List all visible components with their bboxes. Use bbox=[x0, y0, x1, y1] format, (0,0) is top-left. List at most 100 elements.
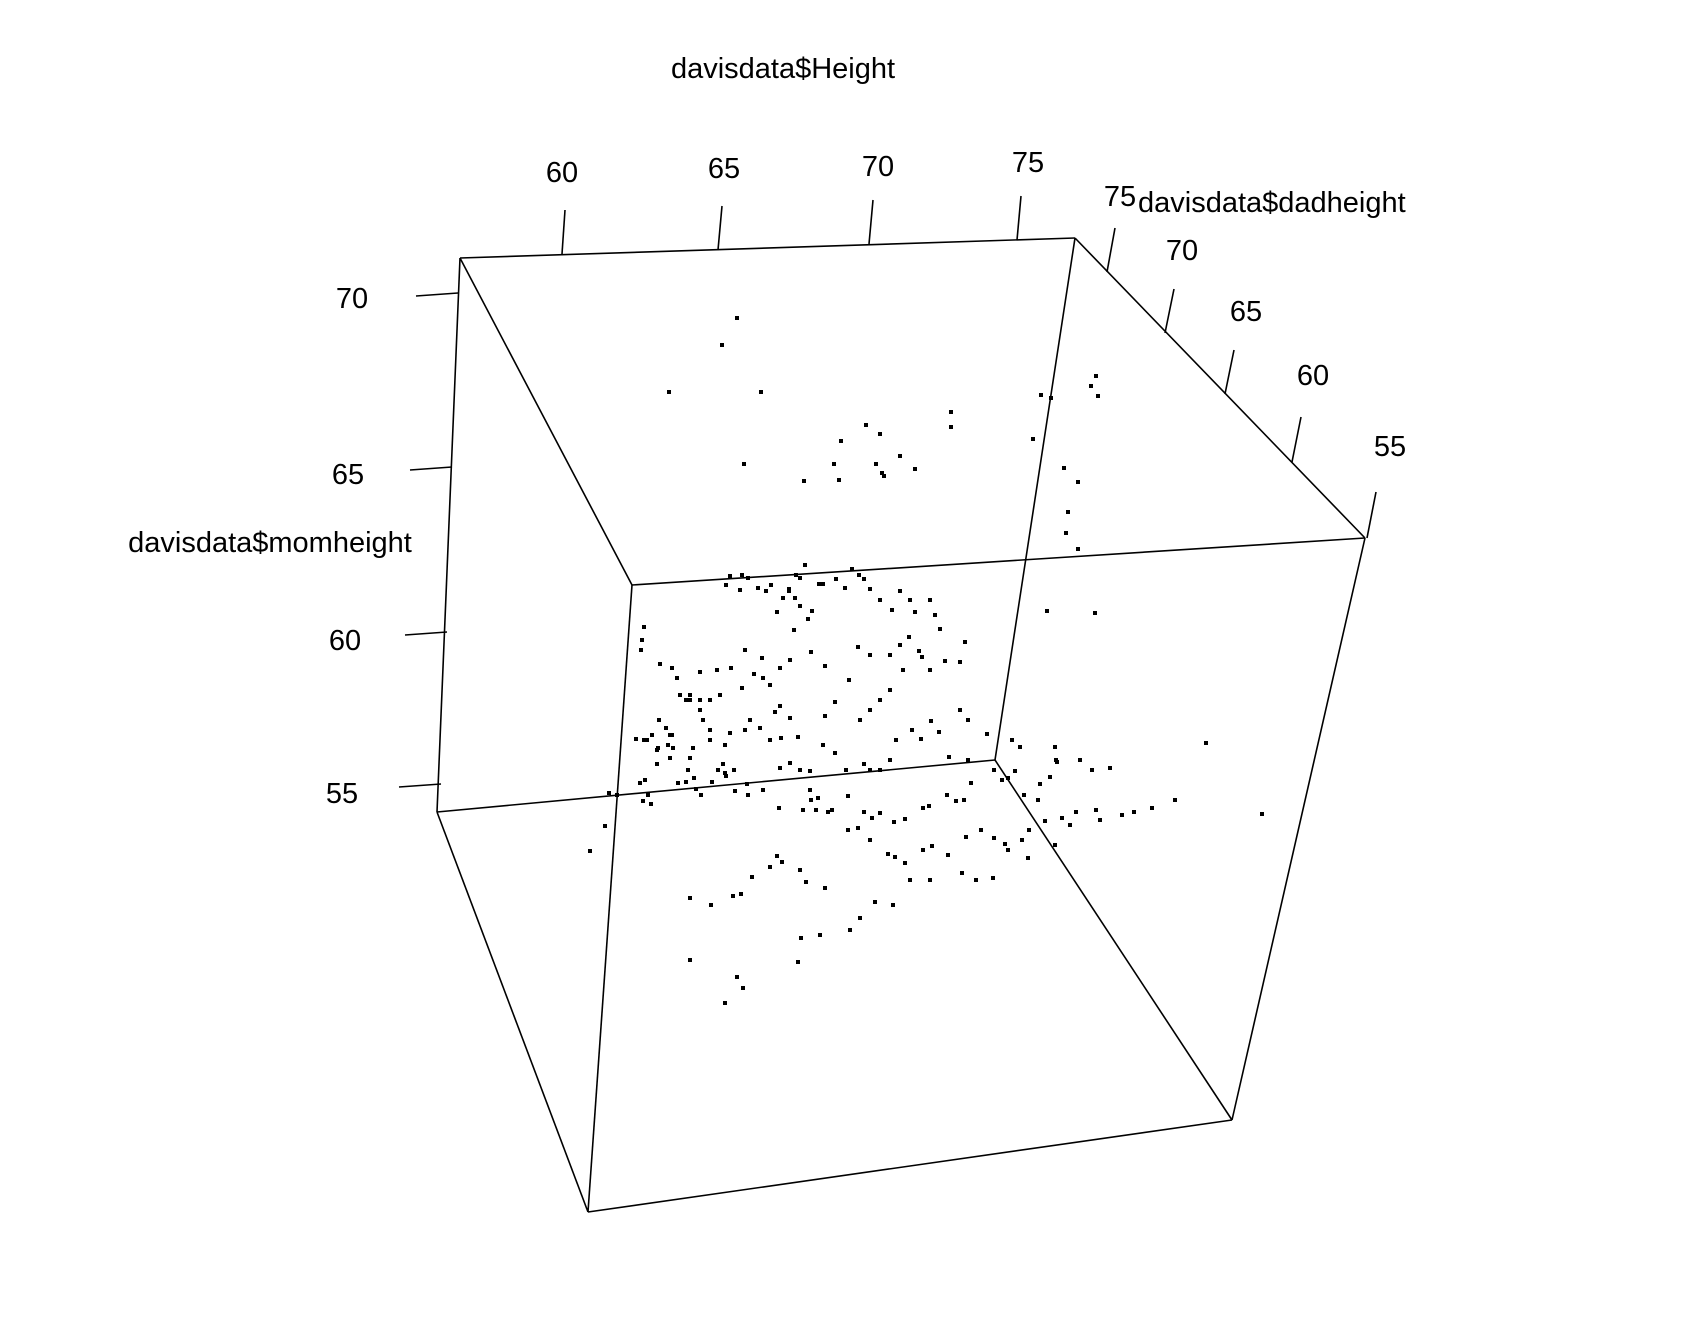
data-point bbox=[761, 788, 765, 792]
data-point bbox=[901, 668, 905, 672]
data-point bbox=[888, 653, 892, 657]
data-point bbox=[882, 474, 886, 478]
data-point bbox=[837, 478, 841, 482]
z-tick-label: 70 bbox=[336, 283, 368, 315]
x-tick-mark bbox=[561, 209, 566, 255]
data-point bbox=[878, 768, 882, 772]
data-point bbox=[658, 662, 662, 666]
data-point bbox=[878, 698, 882, 702]
z-axis-title: davisdata$momheight bbox=[128, 527, 412, 559]
data-point bbox=[930, 844, 934, 848]
data-point bbox=[798, 604, 802, 608]
data-point bbox=[718, 693, 722, 697]
data-point bbox=[927, 804, 931, 808]
data-point bbox=[694, 787, 698, 791]
data-point bbox=[1038, 782, 1042, 786]
y-tick-mark bbox=[1366, 491, 1377, 539]
frame-edge bbox=[436, 257, 461, 813]
data-point bbox=[1027, 828, 1031, 832]
data-point bbox=[588, 849, 592, 853]
data-point bbox=[847, 678, 851, 682]
data-point bbox=[758, 726, 762, 730]
data-point bbox=[743, 728, 747, 732]
data-point bbox=[1062, 466, 1066, 470]
data-point bbox=[1098, 818, 1102, 822]
data-point bbox=[1036, 798, 1040, 802]
data-point bbox=[1066, 510, 1070, 514]
data-point bbox=[723, 743, 727, 747]
data-point bbox=[964, 835, 968, 839]
data-point bbox=[798, 868, 802, 872]
frame-edge bbox=[994, 237, 1076, 761]
data-point bbox=[1150, 806, 1154, 810]
y-tick-label: 70 bbox=[1166, 235, 1198, 267]
data-point bbox=[921, 806, 925, 810]
data-point bbox=[724, 774, 728, 778]
data-point bbox=[894, 738, 898, 742]
data-point bbox=[938, 627, 942, 631]
data-point bbox=[1260, 812, 1264, 816]
data-point bbox=[723, 771, 727, 775]
data-point bbox=[794, 573, 798, 577]
data-point bbox=[868, 768, 872, 772]
x-tick-label: 70 bbox=[862, 151, 894, 183]
data-point bbox=[810, 609, 814, 613]
data-point bbox=[833, 751, 837, 755]
data-point bbox=[963, 640, 967, 644]
data-point bbox=[1043, 819, 1047, 823]
data-point bbox=[992, 836, 996, 840]
data-point bbox=[768, 865, 772, 869]
data-point bbox=[646, 793, 650, 797]
data-point bbox=[788, 761, 792, 765]
data-point bbox=[1031, 437, 1035, 441]
data-point bbox=[642, 625, 646, 629]
data-point bbox=[698, 698, 702, 702]
data-point bbox=[684, 698, 688, 702]
data-point bbox=[857, 573, 861, 577]
data-point bbox=[728, 574, 732, 578]
data-point bbox=[1022, 793, 1026, 797]
data-point bbox=[708, 698, 712, 702]
data-point bbox=[1076, 480, 1080, 484]
data-point bbox=[796, 735, 800, 739]
data-point bbox=[843, 586, 847, 590]
data-point bbox=[920, 655, 924, 659]
data-point bbox=[801, 808, 805, 812]
data-point bbox=[720, 343, 724, 347]
data-point bbox=[640, 638, 644, 642]
data-point bbox=[907, 635, 911, 639]
data-point bbox=[1074, 810, 1078, 814]
data-point bbox=[821, 743, 825, 747]
data-point bbox=[868, 708, 872, 712]
data-point bbox=[731, 894, 735, 898]
data-point bbox=[974, 878, 978, 882]
data-point bbox=[969, 781, 973, 785]
data-point bbox=[878, 811, 882, 815]
data-point bbox=[664, 726, 668, 730]
data-point bbox=[699, 793, 703, 797]
data-point bbox=[1039, 393, 1043, 397]
data-point bbox=[1026, 856, 1030, 860]
frame-edge bbox=[459, 257, 633, 586]
frame-edge bbox=[631, 537, 1366, 586]
data-point bbox=[643, 778, 647, 782]
data-point bbox=[739, 892, 743, 896]
data-point bbox=[759, 390, 763, 394]
x-tick-label: 65 bbox=[708, 153, 740, 185]
data-point bbox=[778, 766, 782, 770]
data-point bbox=[761, 676, 765, 680]
frame-edge bbox=[587, 1119, 1233, 1213]
data-point bbox=[607, 791, 611, 795]
data-point bbox=[752, 672, 756, 676]
data-point bbox=[864, 423, 868, 427]
data-point bbox=[949, 410, 953, 414]
y-axis-title: davisdata$dadheight bbox=[1138, 187, 1406, 219]
data-point bbox=[929, 719, 933, 723]
data-point bbox=[721, 762, 725, 766]
data-point bbox=[862, 762, 866, 766]
z-tick-mark bbox=[415, 292, 459, 297]
data-point bbox=[650, 733, 654, 737]
data-point bbox=[1173, 798, 1177, 802]
data-point bbox=[750, 875, 754, 879]
